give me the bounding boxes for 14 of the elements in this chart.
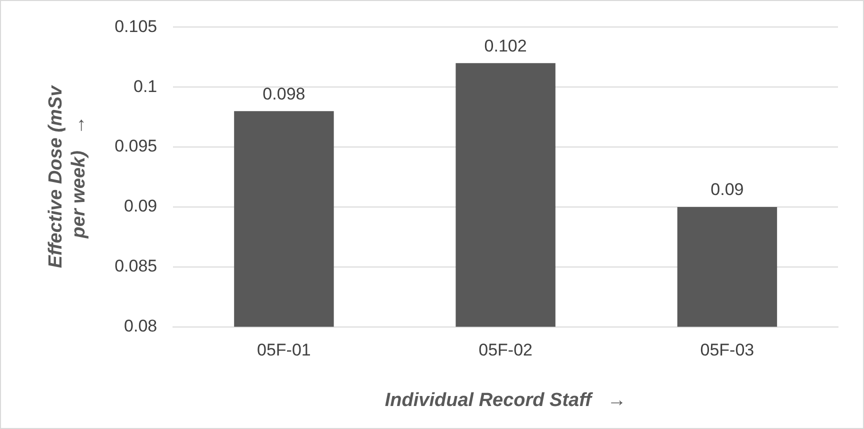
x-axis-title: Individual Record Staff → [384, 390, 626, 411]
y-tick-label: 0.105 [114, 16, 158, 36]
y-axis-title: Effective Dose (mSv per week) → [46, 84, 90, 268]
x-tick-label: 05F-01 [257, 340, 311, 360]
y-tick-label: 0.095 [114, 136, 158, 156]
y-tick-label: 0.09 [124, 196, 158, 216]
data-label: 0.102 [484, 36, 527, 56]
data-label: 0.098 [262, 84, 306, 104]
y-tick-label: 0.085 [114, 256, 158, 276]
y-tick-label: 0.08 [124, 316, 158, 336]
x-tick-label: 05F-03 [700, 340, 754, 360]
y-tick-label: 0.1 [134, 76, 158, 96]
data-label: 0.09 [710, 180, 744, 200]
x-tick-label: 05F-02 [478, 340, 533, 360]
